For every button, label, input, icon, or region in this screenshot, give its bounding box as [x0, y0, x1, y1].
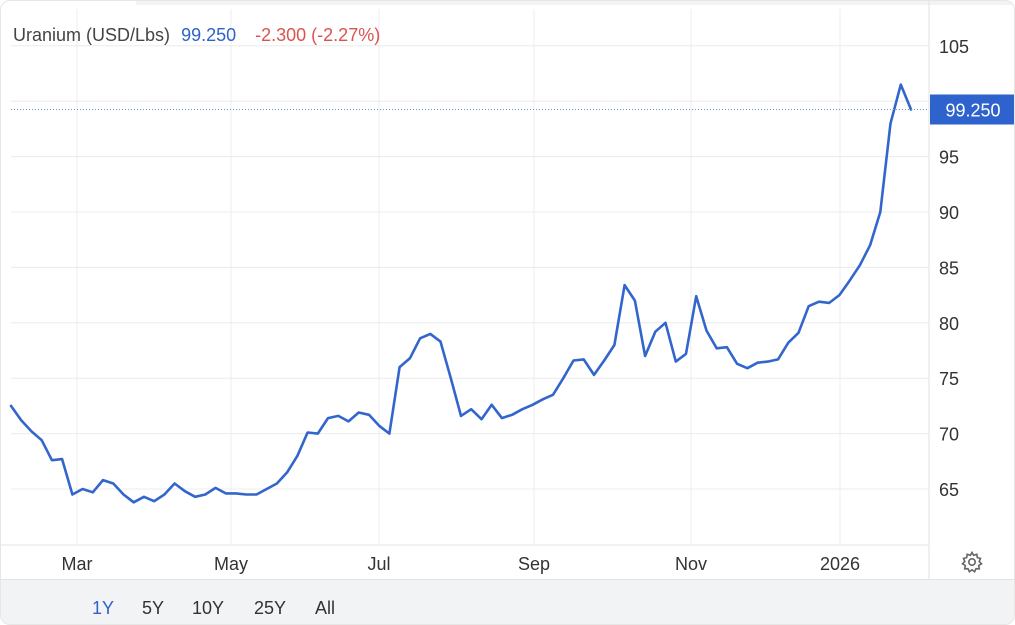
range-25y-button[interactable]: 25Y — [254, 598, 287, 618]
y-tick-label: 75 — [939, 369, 959, 389]
y-tick-label: 65 — [939, 480, 959, 500]
y-tick-label: 105 — [939, 37, 969, 57]
current-price: 99.250 — [181, 25, 237, 45]
x-tick-label: Nov — [675, 554, 707, 574]
y-tick-label: 80 — [939, 314, 959, 334]
x-tick-label: Jul — [367, 554, 390, 574]
settings-button[interactable] — [959, 549, 985, 575]
x-tick-label: Mar — [62, 554, 93, 574]
last-price-tag — [930, 94, 1014, 125]
range-5y-button[interactable]: 5Y — [142, 598, 165, 618]
last-price-label: 99.250 — [945, 101, 1000, 121]
gear-icon — [961, 550, 983, 573]
x-tick-label: Sep — [518, 554, 550, 574]
y-tick-label: 90 — [939, 203, 959, 223]
y-tick-label: 95 — [939, 148, 959, 168]
price-line — [9, 83, 913, 504]
top-strip — [136, 1, 1014, 5]
price-chart[interactable]: 65707580859095100105MarMayJulSepNov20269… — [1, 1, 1015, 579]
y-tick-label: 70 — [939, 425, 959, 445]
quote-header: Uranium (USD/Lbs) 99.250 -2.300 (-2.27%) — [13, 25, 380, 46]
x-tick-label: May — [214, 554, 248, 574]
range-10y-button[interactable]: 10Y — [192, 598, 225, 618]
price-change: -2.300 (-2.27%) — [255, 25, 381, 45]
x-tick-label: 2026 — [820, 554, 860, 574]
y-tick-label: 85 — [939, 258, 959, 278]
range-selector: 1Y 5Y 10Y 25Y All — [1, 579, 1014, 624]
instrument-name: Uranium (USD/Lbs) — [13, 25, 171, 45]
range-all-button[interactable]: All — [315, 598, 336, 618]
range-1y-button[interactable]: 1Y — [92, 598, 115, 618]
